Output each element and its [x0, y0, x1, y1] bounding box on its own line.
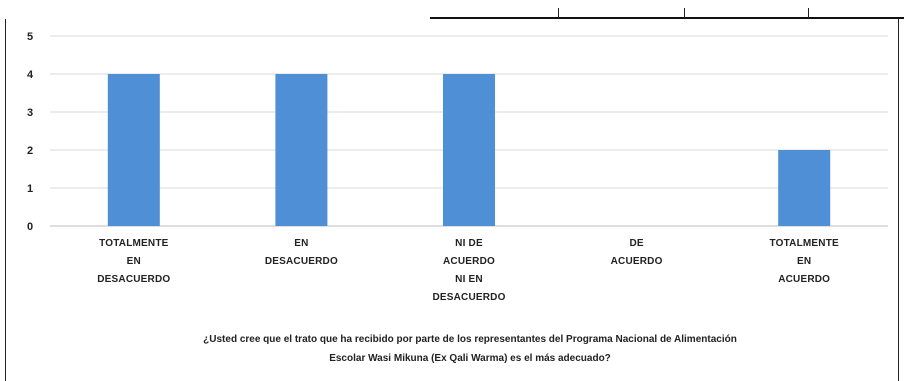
top-border-line	[430, 17, 904, 19]
chart-frame	[5, 19, 899, 381]
y-tick-label: 4	[27, 69, 34, 81]
x-tick-label-line: ACUERDO	[611, 256, 663, 267]
bar	[275, 74, 328, 226]
x-tick-label-line: DESACUERDO	[265, 256, 338, 267]
x-tick-label-line: EN	[127, 256, 141, 267]
bar	[778, 150, 831, 226]
y-tick-label: 1	[27, 183, 33, 195]
top-tick	[558, 8, 559, 18]
x-tick-label-line: ACUERDO	[778, 274, 830, 285]
top-tick	[684, 8, 685, 18]
x-tick-label: EN DESACUERDO	[265, 238, 338, 267]
y-tick-label: 3	[27, 107, 33, 119]
y-tick-label: 5	[27, 31, 33, 43]
top-strip	[0, 0, 904, 20]
top-tick	[808, 8, 809, 18]
bar	[443, 74, 495, 226]
x-tick-label-line: DESACUERDO	[432, 292, 505, 303]
x-tick-label-line: NI EN	[455, 274, 483, 285]
x-tick-label-line: NI DE	[455, 238, 483, 249]
x-tick-label: DE ACUERDO	[611, 238, 663, 267]
x-tick-label-line: EN	[797, 256, 811, 267]
chart-caption: ¿Usted cree que el trato que ha recibido…	[40, 330, 900, 368]
bar	[107, 74, 160, 226]
x-tick-label: TOTALMENTE EN ACUERDO	[769, 238, 839, 285]
x-tick-label-line: TOTALMENTE	[99, 238, 169, 249]
x-tick-label-line: TOTALMENTE	[769, 238, 839, 249]
y-tick-label: 2	[27, 145, 33, 157]
x-tick-label-line: DESACUERDO	[97, 274, 170, 285]
y-tick-label: 0	[27, 221, 33, 233]
x-tick-label-line: EN	[294, 238, 308, 249]
caption-line: ¿Usted cree que el trato que ha recibido…	[203, 334, 737, 345]
x-tick-label-line: DE	[629, 238, 643, 249]
x-tick-label-line: ACUERDO	[443, 256, 495, 267]
x-tick-label: NI DE ACUERDO NI EN DESACUERDO	[432, 238, 505, 303]
caption-line: Escolar Wasi Mikuna (Ex Qali Warma) es e…	[329, 353, 611, 364]
x-tick-label: TOTALMENTE EN DESACUERDO	[97, 238, 170, 285]
